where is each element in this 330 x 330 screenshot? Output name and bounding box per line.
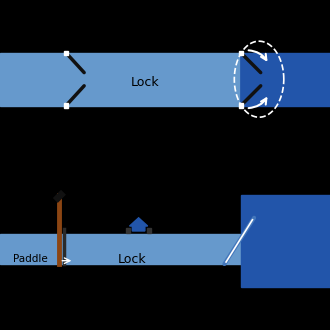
Bar — [66, 53, 241, 106]
Bar — [239, 104, 243, 108]
Bar — [241, 195, 330, 287]
Bar — [64, 50, 68, 55]
FancyArrow shape — [129, 218, 148, 231]
Bar — [147, 227, 151, 233]
Text: Lock: Lock — [118, 252, 146, 266]
Bar — [64, 104, 68, 108]
Polygon shape — [241, 53, 330, 106]
Bar — [126, 227, 130, 233]
Text: Paddle: Paddle — [13, 254, 48, 264]
Bar — [241, 53, 330, 106]
Bar — [0, 234, 241, 264]
Text: Lock: Lock — [131, 76, 159, 89]
Bar — [0, 53, 66, 106]
Bar — [239, 50, 243, 55]
